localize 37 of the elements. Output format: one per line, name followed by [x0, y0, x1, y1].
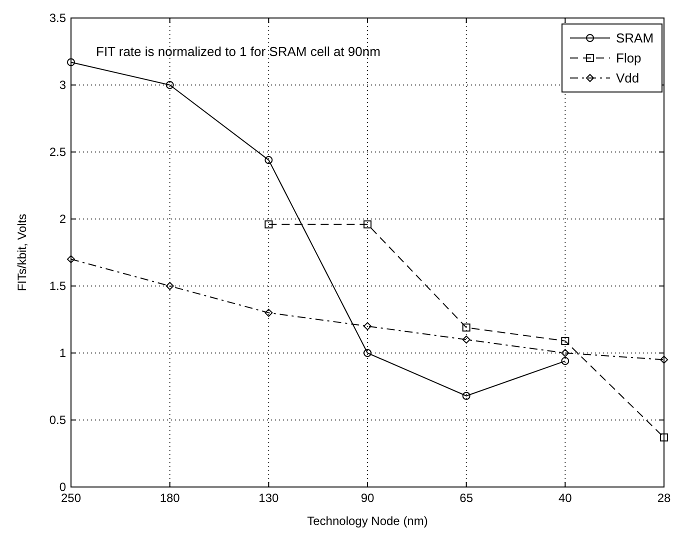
x-tick-label: 90	[360, 491, 374, 505]
y-tick-label: 1.5	[49, 279, 66, 294]
point	[166, 81, 174, 89]
x-tick-label: 28	[657, 491, 671, 505]
y-tick-label: 3	[59, 78, 66, 92]
point	[561, 336, 570, 345]
x-tick-label: 130	[258, 491, 279, 505]
point	[660, 356, 668, 364]
point	[166, 282, 174, 290]
point	[462, 336, 470, 344]
point	[462, 324, 470, 332]
point	[67, 255, 75, 264]
point	[264, 220, 273, 228]
x-tick-label: 180	[160, 491, 180, 505]
point	[364, 220, 372, 228]
x-tick-label: 40	[558, 491, 572, 505]
legend-label: SRAM	[616, 30, 654, 46]
point	[67, 58, 75, 66]
annotation: FIT rate is normalized to 1 for SRAM cell at 90nm	[96, 44, 380, 59]
y-tick-label: 2	[59, 212, 66, 226]
point	[660, 433, 668, 442]
point	[462, 392, 470, 400]
legend-label: Vdd	[616, 70, 640, 86]
point	[264, 308, 273, 317]
y-tick-label: 0.5	[49, 413, 66, 428]
y-axis-title: FITs/kbit, Volts	[15, 214, 29, 292]
point	[364, 322, 372, 330]
point	[561, 357, 570, 366]
legend-label: Flop	[616, 50, 642, 66]
point	[364, 349, 372, 357]
x-axis-title: Technology Node (nm)	[307, 514, 428, 528]
x-tick-label: 65	[460, 491, 474, 505]
point	[561, 349, 570, 357]
y-tick-label: 1	[59, 346, 66, 360]
y-tick-label: 2.5	[49, 145, 66, 160]
y-tick-label: 3.5	[49, 11, 66, 26]
point	[264, 156, 273, 164]
